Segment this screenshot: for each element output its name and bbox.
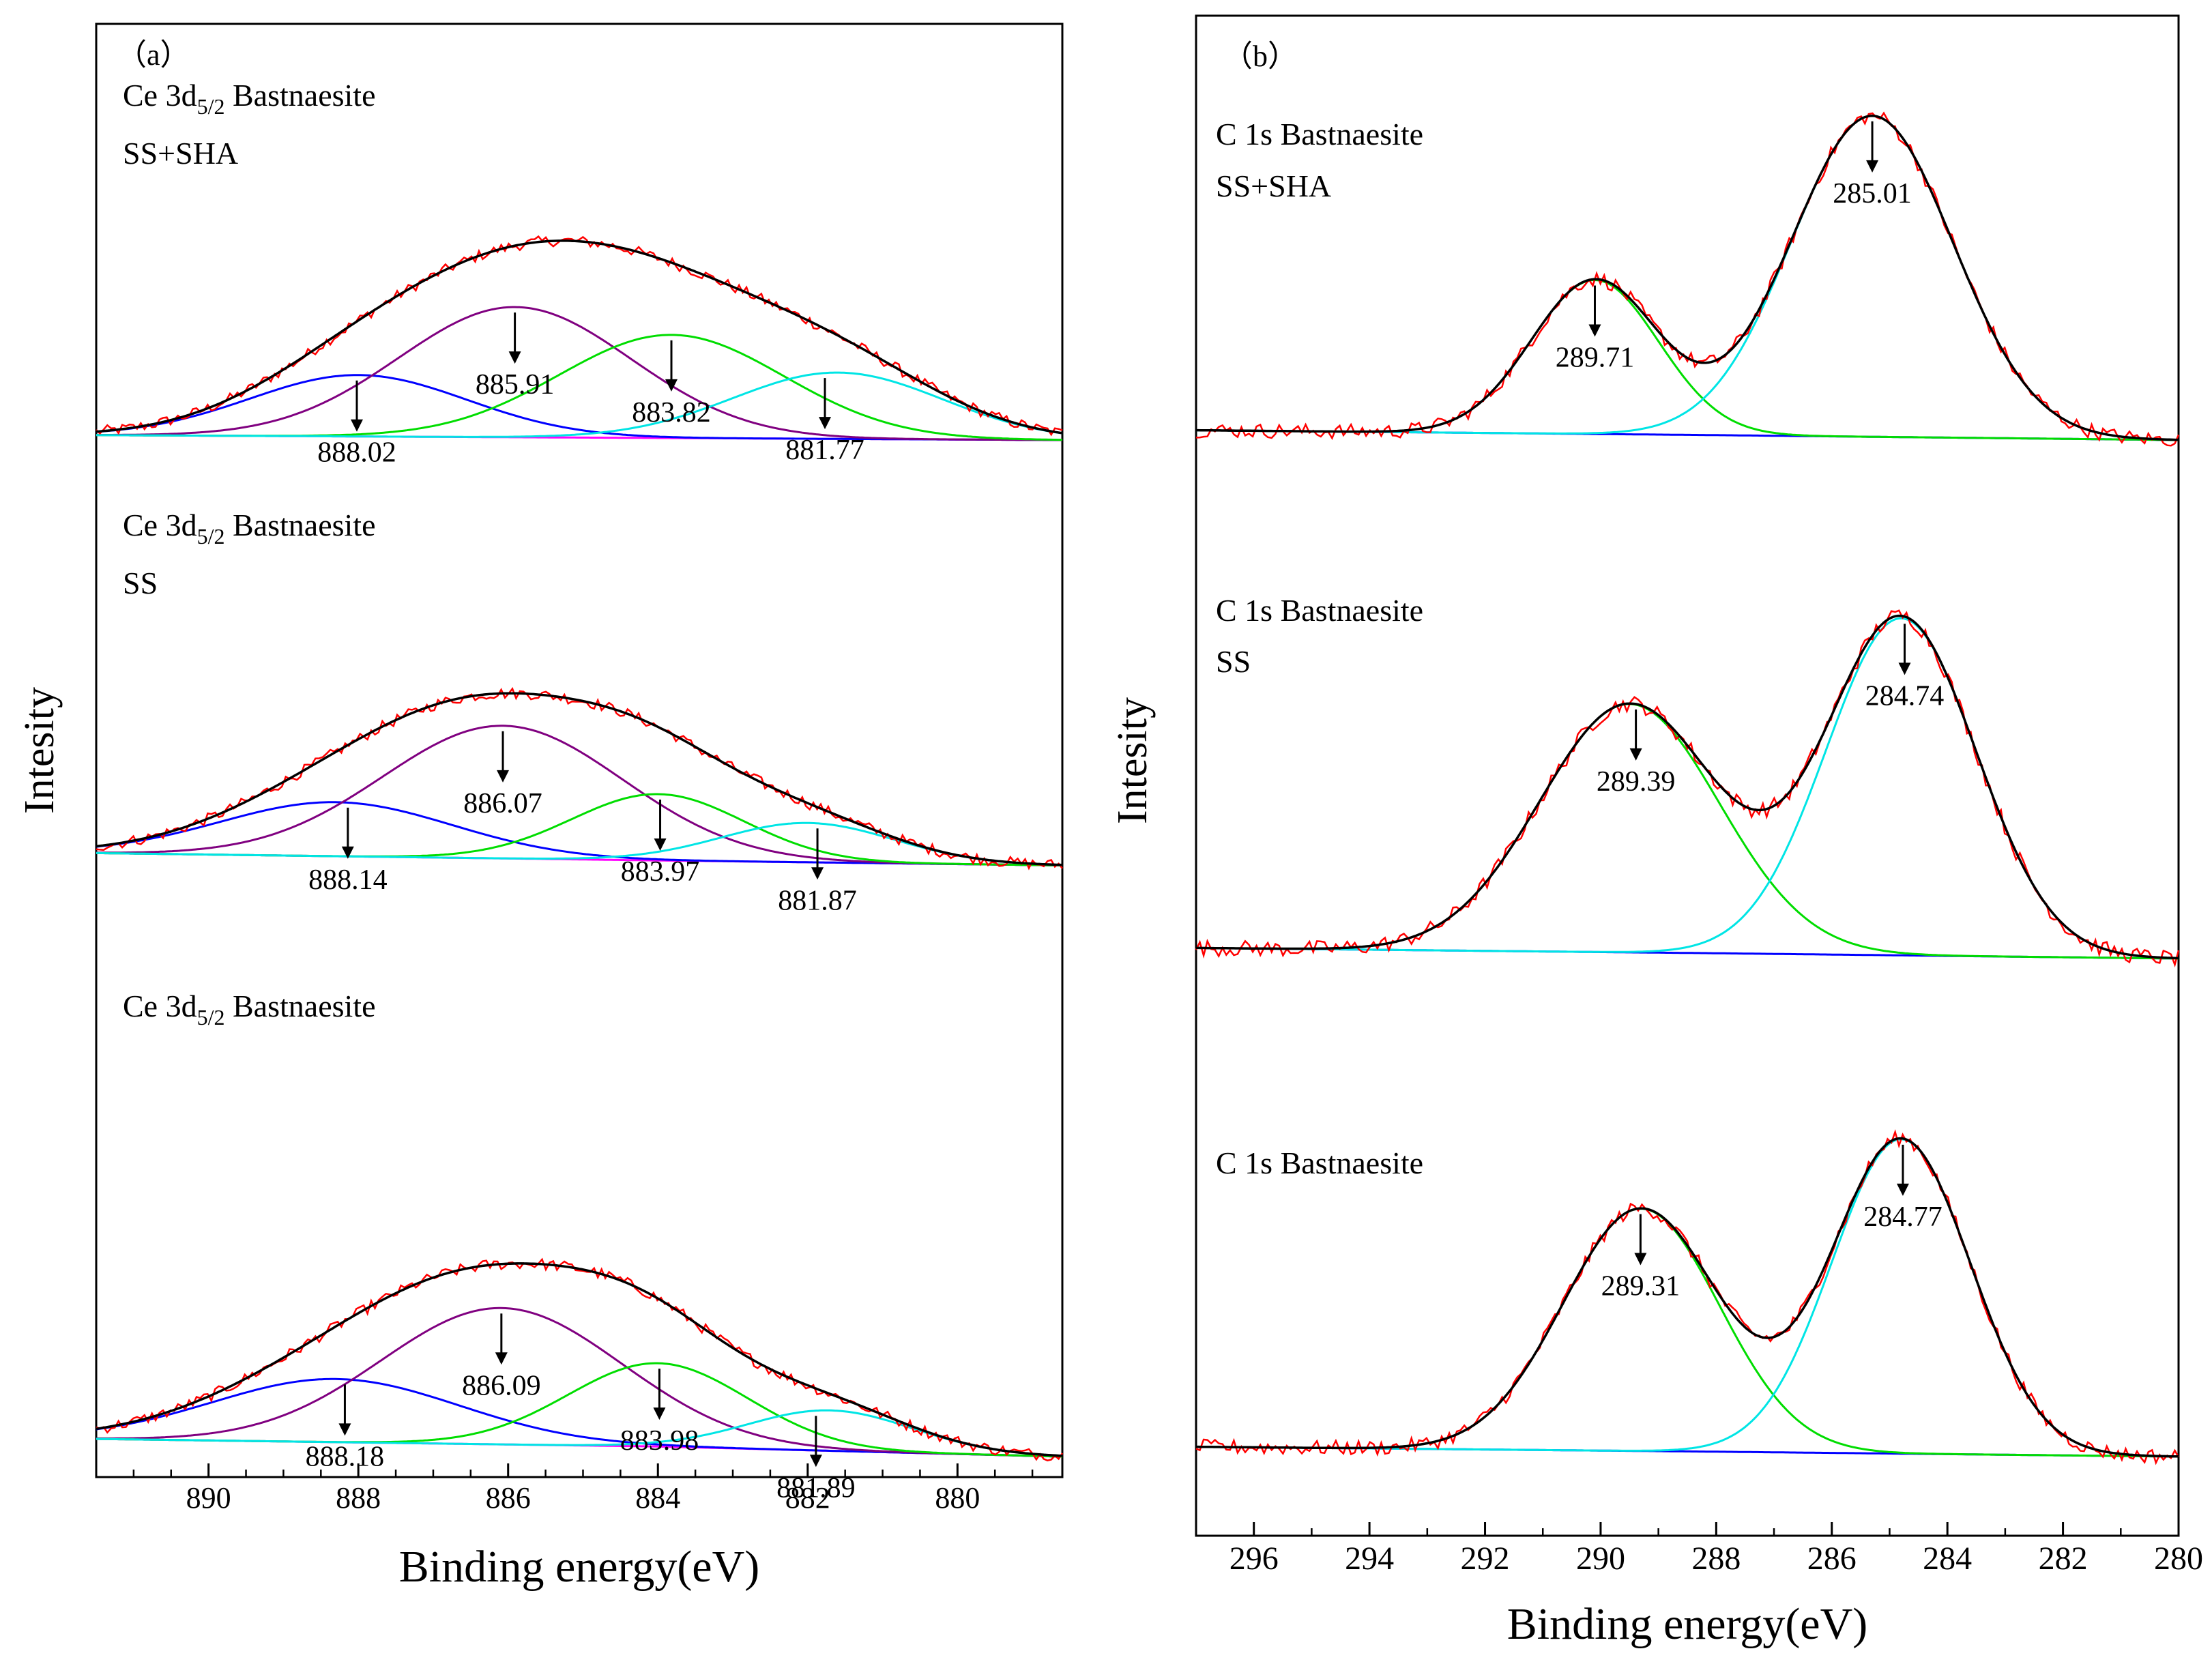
peak-arrowhead — [508, 351, 521, 364]
x-tick-label: 882 — [785, 1481, 830, 1515]
x-tick-label: 880 — [935, 1481, 980, 1515]
peak-label: 888.18 — [306, 1441, 385, 1472]
subplot-title-subscript: 5/2 — [197, 94, 225, 119]
subplot-title-line2: SS+SHA — [123, 136, 238, 171]
envelope-fit-line — [1196, 1137, 2179, 1458]
peak-arrowhead — [338, 1423, 351, 1436]
subplot-title-main: C 1s Bastnaesite — [1216, 1145, 1423, 1180]
peak-arrowhead — [495, 1352, 508, 1365]
subplot-title: Ce 3d5/2 Bastnaesite — [123, 989, 376, 1030]
panel-a-xlabel: Binding energy(eV) — [399, 1542, 759, 1592]
peak-label: 885.91 — [476, 369, 555, 400]
peak-arrowhead — [350, 419, 363, 432]
subplot-title-rest: Bastnaesite — [225, 78, 376, 113]
peak-label: 888.14 — [308, 864, 388, 896]
x-tick-label: 884 — [635, 1481, 680, 1515]
peak-label: 289.31 — [1601, 1271, 1680, 1302]
x-tick-label: 280 — [2154, 1541, 2203, 1577]
panel-a-frame — [95, 23, 1064, 1478]
x-tick-label: 886 — [486, 1481, 531, 1515]
peak-arrowhead — [654, 838, 667, 851]
subplot-title-line2: SS — [123, 566, 158, 600]
subplot-title: C 1s Bastnaesite — [1216, 593, 1423, 628]
component-peak-line — [96, 306, 1062, 441]
panel-a-label: （a） — [117, 38, 190, 72]
peak-arrowhead — [1898, 662, 1911, 675]
peak-arrowhead — [1634, 1253, 1647, 1266]
subplot-title-rest: Bastnaesite — [225, 989, 376, 1023]
x-tick-label: 288 — [1691, 1541, 1741, 1577]
peak-arrowhead — [497, 770, 510, 783]
subplot-title-subscript: 5/2 — [197, 1005, 225, 1030]
panel-b-xlabel: Binding energy(eV) — [1507, 1599, 1867, 1649]
subplot-title-main: Ce 3d — [123, 78, 197, 113]
peak-label: 883.98 — [620, 1425, 699, 1457]
envelope-fit-line — [96, 1262, 1063, 1457]
peak-label: 289.71 — [1556, 342, 1635, 374]
peak-arrowhead — [819, 417, 832, 430]
peak-label: 289.39 — [1597, 766, 1676, 798]
component-peak-line — [96, 1409, 1063, 1457]
peak-arrowhead — [809, 1455, 822, 1468]
x-tick-label: 292 — [1461, 1541, 1510, 1577]
peak-label: 284.77 — [1863, 1201, 1942, 1233]
peak-arrowhead — [665, 379, 678, 392]
panel-b: 296 294 292 290 288 286 284 282 280 289.71 285.01 C… — [1195, 111, 2203, 1577]
peak-arrowhead — [341, 846, 354, 859]
panel-b-label: （b） — [1223, 40, 1298, 73]
x-tick-label: 282 — [2039, 1541, 2088, 1577]
subplot-title-main: C 1s Bastnaesite — [1216, 593, 1423, 628]
panel-b-frame — [1195, 14, 2180, 1537]
peak-label: 881.87 — [778, 885, 857, 916]
peak-arrowhead — [811, 867, 824, 880]
peak-arrowhead — [1896, 1183, 1909, 1196]
subplot-title-rest: Bastnaesite — [225, 508, 376, 542]
envelope-fit-line — [96, 239, 1063, 435]
peak-label: 886.07 — [463, 788, 542, 819]
panel-a-ylabel: Intesity — [16, 687, 63, 814]
panel-b-ylabel: Intesity — [1109, 697, 1156, 824]
peak-arrowhead — [653, 1407, 666, 1420]
x-tick-label: 294 — [1345, 1541, 1394, 1577]
peak-arrowhead — [1866, 160, 1879, 173]
subplot-title-line2: SS — [1216, 644, 1251, 679]
subplot-title-main: Ce 3d — [123, 989, 197, 1023]
peak-arrowhead — [1629, 748, 1642, 761]
subplot-title-subscript: 5/2 — [197, 524, 225, 549]
x-tick-label: 296 — [1229, 1541, 1279, 1577]
peak-label: 285.01 — [1833, 178, 1912, 209]
panel-a: 890 888 886 884 882 880 888.02 885.91 883.82 881.… — [95, 78, 1064, 1515]
component-peak-line — [96, 371, 1063, 438]
peak-label: 881.77 — [785, 435, 864, 466]
subplot-title-main: C 1s Bastnaesite — [1216, 117, 1423, 151]
x-tick-label: 284 — [1923, 1541, 1972, 1577]
peak-label: 881.89 — [776, 1472, 856, 1504]
subplot-title: Ce 3d5/2 Bastnaesite — [123, 78, 376, 119]
component-peak-line — [96, 821, 1063, 866]
x-tick-label: 286 — [1807, 1541, 1857, 1577]
peak-label: 883.97 — [621, 856, 700, 888]
envelope-fit-line — [96, 692, 1063, 866]
x-tick-label: 290 — [1576, 1541, 1625, 1577]
envelope-fit-line — [1196, 614, 2179, 960]
subplot-title: C 1s Bastnaesite — [1216, 117, 1423, 151]
subplot-title: Ce 3d5/2 Bastnaesite — [123, 508, 376, 549]
peak-label: 888.02 — [317, 437, 396, 469]
subplot-title-line2: SS+SHA — [1216, 169, 1331, 203]
peak-label: 883.82 — [632, 397, 711, 428]
x-tick-label: 890 — [186, 1481, 231, 1515]
subplot-title: C 1s Bastnaesite — [1216, 1145, 1423, 1180]
peak-label: 886.09 — [462, 1370, 541, 1401]
x-tick-label: 888 — [336, 1481, 381, 1515]
peak-label: 284.74 — [1865, 680, 1945, 712]
envelope-fit-line — [1196, 115, 2179, 441]
raw-spectrum-line — [1195, 609, 2180, 968]
raw-spectrum-line — [96, 1257, 1064, 1462]
component-peak-line — [96, 1307, 1063, 1458]
peak-arrowhead — [1588, 324, 1601, 337]
subplot-title-main: Ce 3d — [123, 508, 197, 542]
raw-spectrum-line — [1195, 1129, 2180, 1465]
